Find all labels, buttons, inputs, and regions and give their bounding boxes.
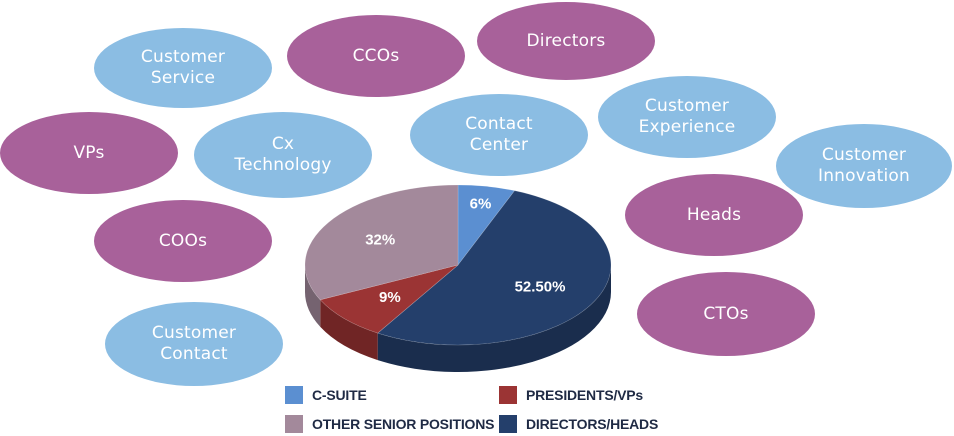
bubble-ctos: CTOs: [637, 272, 815, 356]
pie-slice-c-suite: [457, 184, 516, 266]
bubble-customer-innovation: Customer Innovation: [776, 124, 952, 208]
legend-item-other-senior-positions: OTHER SENIOR POSITIONS: [285, 413, 494, 435]
pie-slice-presidents-vps: [319, 264, 459, 334]
legend-item-presidents-vps: PRESIDENTS/VPs: [499, 384, 643, 406]
bubble-contact-center: Contact Center: [410, 94, 588, 176]
pie-side-directors-heads: [377, 265, 611, 372]
bubble-coos: COOs: [94, 200, 272, 282]
pie-label-other-senior-positions: 32%: [365, 231, 395, 248]
chart-legend: C-SUITE PRESIDENTS/VPs OTHER SENIOR POSI…: [285, 382, 705, 436]
pie-label-c-suite: 6%: [470, 196, 492, 213]
bubble-cx-technology: Cx Technology: [194, 112, 372, 198]
pie-top: [304, 184, 612, 346]
pie-side-other-senior-positions: [305, 265, 321, 327]
legend-swatch-c-suite: [285, 386, 303, 404]
legend-item-directors-heads: DIRECTORS/HEADS: [499, 413, 658, 435]
legend-swatch-other-senior-positions: [285, 415, 303, 433]
bubble-vps: VPs: [0, 112, 178, 194]
legend-swatch-presidents-vps: [499, 386, 517, 404]
bubble-customer-service: Customer Service: [94, 28, 272, 108]
pie-side-presidents-vps: [320, 299, 378, 361]
legend-label-directors-heads: DIRECTORS/HEADS: [526, 416, 659, 432]
legend-label-c-suite: C-SUITE: [312, 387, 367, 403]
pie-sides: [305, 265, 611, 372]
pie-label-presidents-vps: 9%: [379, 289, 401, 306]
legend-label-presidents-vps: PRESIDENTS/VPs: [526, 387, 644, 403]
legend-item-c-suite: C-SUITE: [285, 384, 367, 406]
pie-slice-other-senior-positions: [304, 184, 459, 301]
legend-label-other-senior-positions: OTHER SENIOR POSITIONS: [312, 416, 495, 432]
legend-swatch-directors-heads: [499, 415, 517, 433]
bubble-ccos: CCOs: [287, 15, 465, 97]
bubble-customer-contact: Customer Contact: [105, 302, 283, 386]
pie-chart: 6% 52.50% 9% 32%: [304, 184, 612, 372]
pie-labels: 6% 52.50% 9% 32%: [365, 196, 565, 306]
bubble-directors: Directors: [477, 2, 655, 80]
pie-label-directors-heads: 52.50%: [515, 279, 566, 296]
bubble-heads: Heads: [625, 174, 803, 256]
bubble-customer-experience: Customer Experience: [598, 76, 776, 158]
pie-slice-directors-heads: [377, 190, 612, 346]
